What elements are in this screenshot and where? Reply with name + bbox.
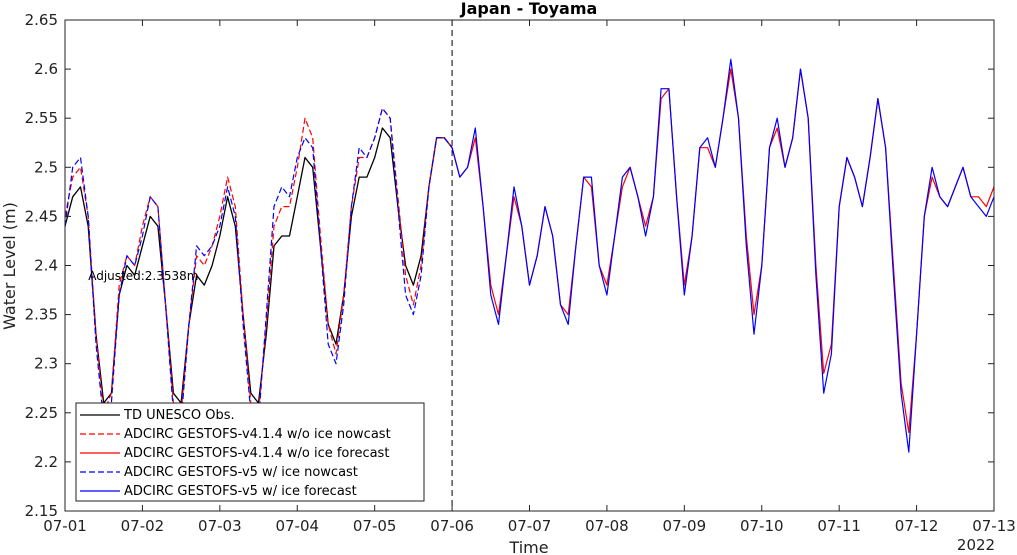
x-tick-label: 07-03: [198, 517, 242, 535]
y-tick-label: 2.45: [25, 207, 58, 225]
chart-title: Japan - Toyama: [460, 0, 598, 18]
y-tick-label: 2.2: [34, 453, 58, 471]
x-tick-label: 07-05: [353, 517, 397, 535]
y-tick-label: 2.3: [34, 355, 58, 373]
x-tick-label: 07-02: [121, 517, 165, 535]
x-tick-label: 07-06: [430, 517, 474, 535]
y-axis-title: Water Level (m): [0, 202, 19, 330]
legend-label-3: ADCIRC GESTOFS-v4.1.4 w/o ice forecast: [124, 446, 389, 461]
x-axis-ticks: 07-01 07-02 07-03 07-04 07-05 07-06 07-07 07-08…: [43, 20, 1016, 535]
adjusted-annotation: Adjusted:2.3538m: [88, 269, 198, 283]
y-tick-label: 2.4: [34, 257, 58, 275]
axes: 07-01 07-02 07-03 07-04 07-05 07-06 07-07 07-08…: [25, 11, 1016, 535]
y-tick-label: 2.25: [25, 404, 58, 422]
legend-label-4: ADCIRC GESTOFS-v5 w/ ice nowcast: [124, 465, 358, 480]
x-tick-label: 07-13: [972, 517, 1016, 535]
y-tick-label: 2.35: [25, 306, 58, 324]
y-axis-ticks: 2.15 2.2 2.25 2.3 2.35 2.4 2.45 2.5 2.55 2.6 2.65: [25, 11, 994, 520]
x-axis-title: Time: [508, 538, 548, 555]
x-tick-label: 07-09: [663, 517, 707, 535]
legend-label-1: TD UNESCO Obs.: [123, 408, 235, 423]
legend: TD UNESCO Obs. ADCIRC GESTOFS-v4.1.4 w/o …: [75, 402, 425, 502]
x-tick-label: 07-10: [740, 517, 784, 535]
x-tick-label: 07-11: [817, 517, 861, 535]
y-tick-label: 2.55: [25, 109, 58, 127]
y-tick-label: 2.6: [34, 60, 58, 78]
year-label: 2022: [957, 536, 995, 554]
x-tick-label: 07-12: [895, 517, 939, 535]
legend-label-5: ADCIRC GESTOFS-v5 w/ ice forecast: [124, 484, 357, 499]
x-tick-label: 07-08: [585, 517, 629, 535]
y-tick-label: 2.15: [25, 502, 58, 520]
x-tick-label: 07-07: [508, 517, 552, 535]
x-tick-label: 07-01: [43, 517, 87, 535]
series-line-2: [64, 107, 453, 414]
x-tick-label: 07-04: [275, 517, 319, 535]
legend-box: [75, 402, 425, 502]
legend-label-2: ADCIRC GESTOFS-v4.1.4 w/o ice nowcast: [124, 427, 391, 442]
y-tick-label: 2.5: [34, 158, 58, 176]
y-tick-label: 2.65: [25, 11, 58, 29]
legend-items: TD UNESCO Obs. ADCIRC GESTOFS-v4.1.4 w/o …: [80, 408, 391, 499]
series-line-5: [451, 58, 995, 453]
